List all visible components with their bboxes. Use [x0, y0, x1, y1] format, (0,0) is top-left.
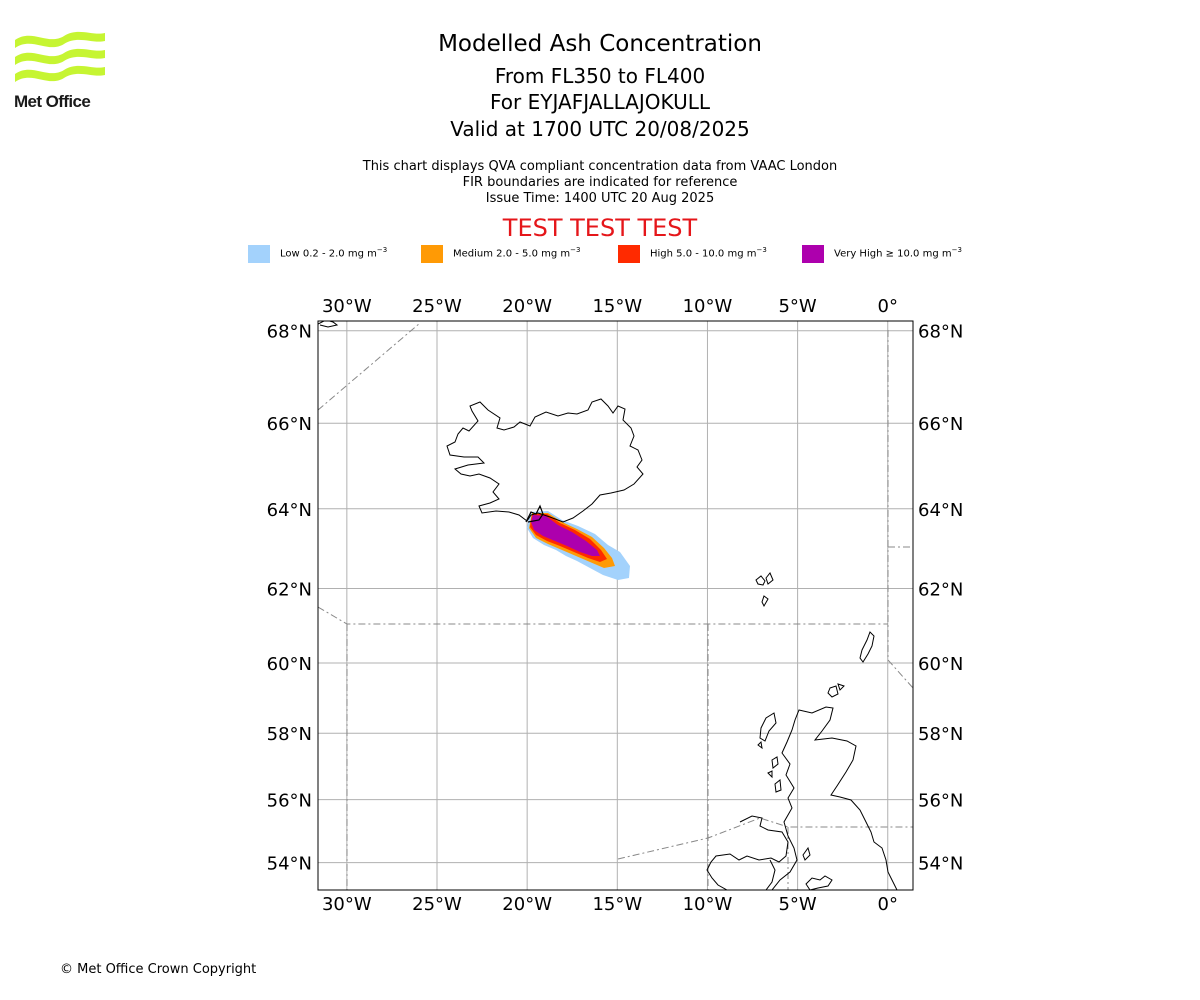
fir-boundary-north [318, 322, 421, 411]
legend-swatch-medium [421, 245, 443, 263]
lon-tick-label-top: 25°W [412, 296, 462, 317]
lon-tick-label-top: 20°W [502, 296, 552, 317]
ash-plume [527, 511, 630, 580]
lat-tick-label-left: 54°N [267, 854, 312, 875]
lat-tick-label-left: 58°N [267, 724, 312, 745]
info-line-fir: FIR boundaries are indicated for referen… [462, 175, 738, 190]
coastline-anglesey [805, 875, 833, 890]
lon-tick-label-top: 5°W [778, 296, 816, 317]
coastline-hebrides [757, 712, 782, 793]
copyright-notice: © Met Office Crown Copyright [60, 962, 257, 977]
legend-unit-exp-high: −3 [756, 246, 767, 254]
lat-tick-label-right: 60°N [918, 654, 963, 675]
lon-tick-label-bottom: 25°W [412, 894, 462, 915]
graticule [318, 321, 913, 890]
lon-tick-label-top: 15°W [592, 296, 642, 317]
info-line-qva: This chart displays QVA compliant concen… [362, 159, 838, 174]
legend-swatch-high [618, 245, 640, 263]
legend-unit-exp-low: −3 [376, 246, 388, 254]
coastline-iceland-north [318, 321, 339, 328]
legend-unit-exp-very-high: −3 [951, 246, 962, 254]
lat-tick-label-left: 60°N [267, 654, 312, 675]
lon-tick-label-top: 10°W [683, 296, 733, 317]
logo-text: Met Office [14, 92, 91, 111]
met-office-waves-icon [15, 31, 105, 82]
volcano-subtitle: For EYJAFJALLAJOKULL [490, 90, 710, 114]
lon-tick-label-top: 30°W [322, 296, 372, 317]
legend-unit-exp-medium: −3 [570, 246, 581, 254]
coastline-shetland [859, 631, 875, 663]
map-frame [317, 320, 914, 891]
ash-contour-very-high [531, 515, 600, 556]
lat-tick-label-right: 56°N [918, 791, 963, 812]
fir-boundary-0 [887, 330, 913, 689]
lat-tick-label-right: 62°N [918, 579, 963, 600]
coastline-orkney [827, 683, 845, 698]
test-banner: TEST TEST TEST [502, 214, 698, 242]
lat-tick-label-right: 54°N [918, 854, 963, 875]
lon-tick-label-bottom: 5°W [778, 894, 816, 915]
legend-swatch-very-high [802, 245, 824, 263]
fir-boundaries [318, 322, 913, 890]
lat-tick-label-left: 64°N [267, 500, 312, 521]
legend-swatch-low [248, 245, 270, 263]
lat-tick-label-left: 66°N [267, 414, 312, 435]
lon-tick-label-bottom: 15°W [592, 894, 642, 915]
coastline-ireland [706, 815, 789, 890]
coastline-isle-of-man [802, 846, 811, 861]
lon-tick-label-bottom: 20°W [502, 894, 552, 915]
legend-label-low: Low 0.2 - 2.0 mg m [280, 248, 377, 260]
volcano-marker-icon [525, 504, 544, 523]
lat-tick-label-right: 58°N [918, 724, 963, 745]
coastlines [318, 321, 898, 890]
lat-tick-label-left: 56°N [267, 791, 312, 812]
lat-tick-label-right: 66°N [918, 414, 963, 435]
fir-boundary-shanwick [617, 817, 913, 860]
coastline-iceland [446, 398, 644, 523]
lat-tick-label-left: 62°N [267, 579, 312, 600]
met-office-logo: Met Office [14, 30, 106, 112]
lat-tick-label-right: 68°N [918, 322, 963, 343]
axis-tick-labels: 30°W 30°W 25°W 25°W 20°W 20°W 15°W 15°W 10°W 10°W… [267, 296, 964, 915]
valid-time-subtitle: Valid at 1700 UTC 20/08/2025 [450, 117, 750, 141]
flight-level-subtitle: From FL350 to FL400 [494, 64, 706, 88]
lat-tick-label-right: 64°N [918, 500, 963, 521]
lat-tick-label-left: 68°N [267, 322, 312, 343]
legend-label-very-high: Very High ≥ 10.0 mg m [834, 248, 952, 260]
issue-time: Issue Time: 1400 UTC 20 Aug 2025 [485, 191, 715, 206]
coastline-great-britain [771, 706, 898, 890]
lon-tick-label-bottom: 10°W [683, 894, 733, 915]
coastline-faroe-islands [755, 572, 774, 608]
lon-tick-label-bottom: 0° [878, 894, 898, 915]
legend-label-medium: Medium 2.0 - 5.0 mg m [453, 248, 571, 260]
chart-title: Modelled Ash Concentration [438, 31, 762, 57]
lon-tick-label-bottom: 30°W [322, 894, 372, 915]
legend-label-high: High 5.0 - 10.0 mg m [650, 248, 757, 260]
map-background [318, 321, 913, 890]
lon-tick-label-top: 0° [878, 296, 898, 317]
